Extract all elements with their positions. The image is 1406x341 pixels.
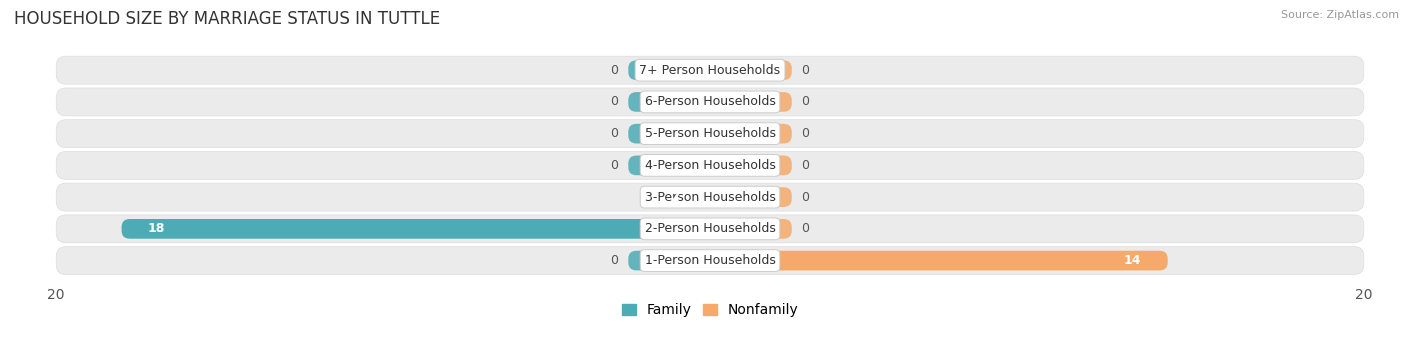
FancyBboxPatch shape [56, 151, 1364, 179]
FancyBboxPatch shape [56, 56, 1364, 84]
Text: 2-Person Households: 2-Person Households [644, 222, 776, 235]
Legend: Family, Nonfamily: Family, Nonfamily [616, 298, 804, 323]
Text: 0: 0 [610, 95, 619, 108]
Text: HOUSEHOLD SIZE BY MARRIAGE STATUS IN TUTTLE: HOUSEHOLD SIZE BY MARRIAGE STATUS IN TUT… [14, 10, 440, 28]
FancyBboxPatch shape [644, 187, 710, 207]
Text: Source: ZipAtlas.com: Source: ZipAtlas.com [1281, 10, 1399, 20]
FancyBboxPatch shape [56, 88, 1364, 116]
FancyBboxPatch shape [628, 124, 710, 144]
Text: 0: 0 [801, 191, 810, 204]
FancyBboxPatch shape [710, 155, 792, 175]
FancyBboxPatch shape [710, 60, 792, 80]
Text: 0: 0 [801, 95, 810, 108]
FancyBboxPatch shape [710, 251, 1167, 270]
Text: 14: 14 [1123, 254, 1142, 267]
Text: 0: 0 [801, 64, 810, 77]
FancyBboxPatch shape [56, 215, 1364, 243]
FancyBboxPatch shape [628, 155, 710, 175]
FancyBboxPatch shape [628, 60, 710, 80]
Text: 7+ Person Households: 7+ Person Households [640, 64, 780, 77]
FancyBboxPatch shape [628, 251, 710, 270]
Text: 5-Person Households: 5-Person Households [644, 127, 776, 140]
FancyBboxPatch shape [710, 124, 792, 144]
Text: 3-Person Households: 3-Person Households [644, 191, 776, 204]
FancyBboxPatch shape [710, 187, 792, 207]
Text: 18: 18 [148, 222, 165, 235]
FancyBboxPatch shape [710, 219, 792, 239]
Text: 0: 0 [610, 64, 619, 77]
Text: 6-Person Households: 6-Person Households [644, 95, 776, 108]
FancyBboxPatch shape [121, 219, 710, 239]
Text: 0: 0 [610, 127, 619, 140]
Text: 4-Person Households: 4-Person Households [644, 159, 776, 172]
Text: 0: 0 [610, 254, 619, 267]
FancyBboxPatch shape [628, 92, 710, 112]
FancyBboxPatch shape [56, 120, 1364, 148]
Text: 2: 2 [671, 191, 679, 204]
Text: 1-Person Households: 1-Person Households [644, 254, 776, 267]
Text: 0: 0 [801, 222, 810, 235]
Text: 0: 0 [610, 159, 619, 172]
FancyBboxPatch shape [56, 247, 1364, 275]
Text: 0: 0 [801, 159, 810, 172]
FancyBboxPatch shape [56, 183, 1364, 211]
FancyBboxPatch shape [710, 92, 792, 112]
Text: 0: 0 [801, 127, 810, 140]
